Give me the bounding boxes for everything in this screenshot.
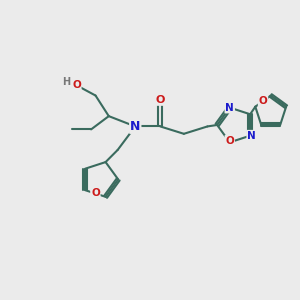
Text: H: H bbox=[62, 77, 70, 87]
Text: O: O bbox=[72, 80, 81, 90]
Text: O: O bbox=[225, 136, 234, 146]
Text: N: N bbox=[130, 120, 140, 133]
Text: O: O bbox=[156, 95, 165, 105]
Text: N: N bbox=[247, 131, 256, 141]
Text: O: O bbox=[259, 96, 267, 106]
Text: N: N bbox=[225, 103, 234, 112]
Text: O: O bbox=[91, 188, 100, 199]
